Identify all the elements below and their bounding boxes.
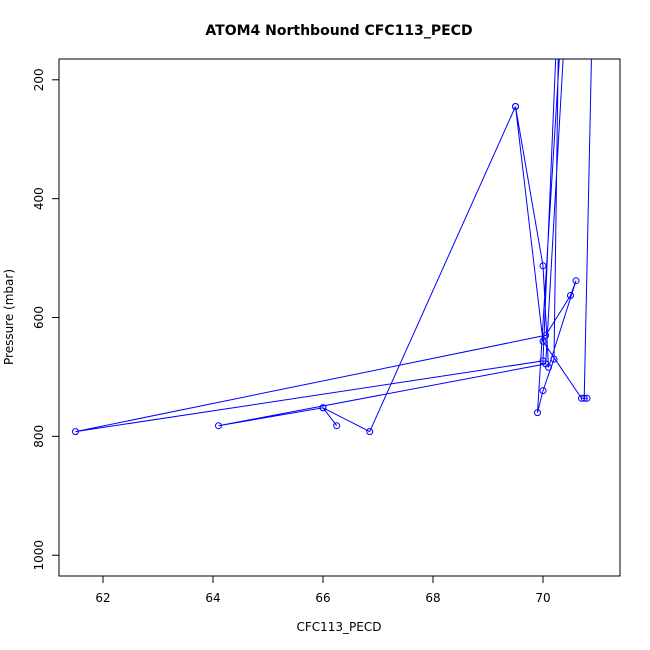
x-tick-label: 66 xyxy=(315,591,330,605)
y-axis: 200 400 600 800 1000 xyxy=(32,68,59,570)
y-axis-label: Pressure (mbar) xyxy=(2,269,16,365)
y-tick-label: 200 xyxy=(32,68,46,91)
data-point xyxy=(590,6,596,12)
data-point xyxy=(542,331,550,339)
data-point xyxy=(580,394,588,402)
data-point xyxy=(539,262,547,270)
data-point xyxy=(550,355,558,363)
data-point xyxy=(215,422,222,430)
data-point xyxy=(512,103,519,110)
y-tick-label: 1000 xyxy=(32,540,46,571)
x-axis-label: CFC113_PECD xyxy=(296,620,381,634)
data-point xyxy=(567,292,574,299)
data-point xyxy=(534,409,541,417)
x-tick-label: 68 xyxy=(425,591,440,605)
x-axis: 62 64 66 68 70 xyxy=(95,576,551,605)
chart-title: ATOM4 Northbound CFC113_PECD xyxy=(205,23,472,39)
y-tick-label: 800 xyxy=(32,425,46,448)
x-tick-label: 62 xyxy=(95,591,110,605)
x-tick-label: 64 xyxy=(205,591,220,605)
data-point xyxy=(366,428,374,436)
data-point xyxy=(72,428,79,436)
data-point xyxy=(542,360,550,368)
plot-frame xyxy=(58,58,621,577)
plot-area xyxy=(72,6,596,436)
series-line xyxy=(75,59,592,433)
data-point xyxy=(539,387,547,395)
x-tick-label: 70 xyxy=(535,591,550,605)
y-tick-label: 400 xyxy=(32,187,46,210)
data-point xyxy=(539,337,547,345)
data-point xyxy=(578,394,585,402)
data-point xyxy=(572,277,580,285)
y-tick-label: 600 xyxy=(32,306,46,329)
data-point xyxy=(333,422,341,430)
data-point xyxy=(319,404,327,412)
